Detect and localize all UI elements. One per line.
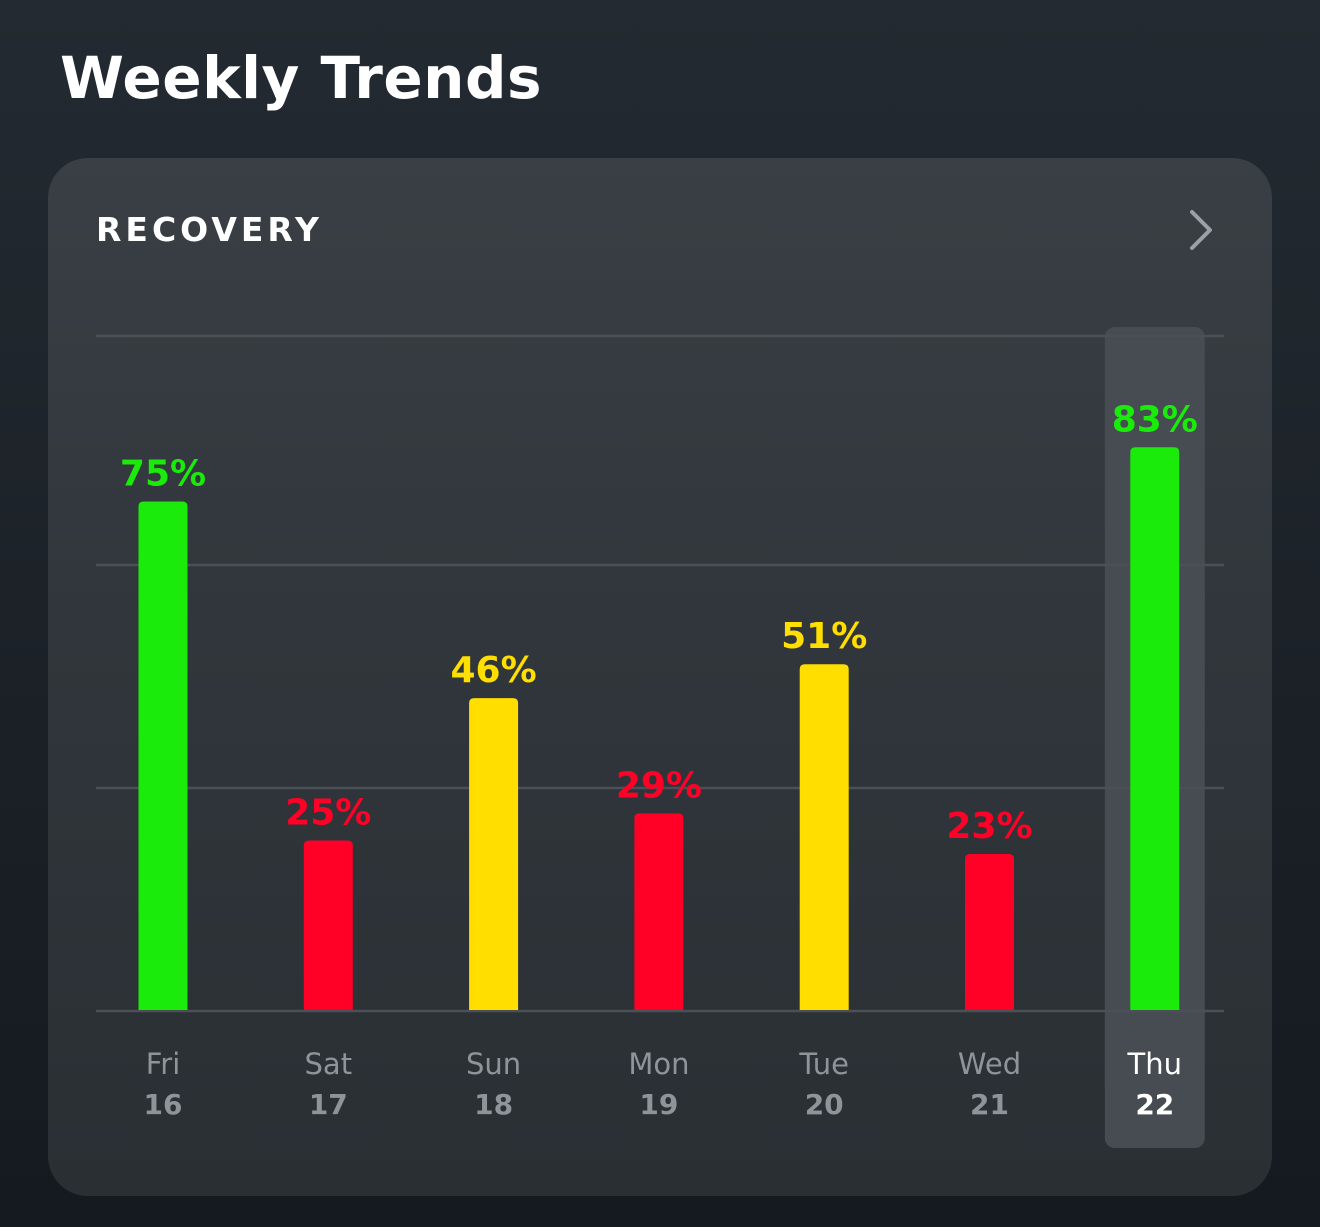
- bar-mon[interactable]: [634, 813, 684, 1010]
- day-label: Sun: [466, 1047, 521, 1081]
- bar-value-label: 46%: [451, 650, 537, 691]
- bar-fri[interactable]: [138, 501, 188, 1011]
- date-label: 18: [474, 1088, 513, 1121]
- bar-value-label: 83%: [1112, 399, 1198, 440]
- date-label: 22: [1135, 1088, 1174, 1121]
- day-label: Thu: [1127, 1047, 1182, 1081]
- bar-value-label: 25%: [285, 793, 371, 834]
- day-label: Sat: [305, 1047, 353, 1081]
- bar-value-label: 29%: [616, 765, 702, 806]
- day-label: Tue: [798, 1047, 849, 1081]
- bar-tue[interactable]: [799, 664, 849, 1010]
- date-label: 16: [144, 1088, 183, 1121]
- date-label: 21: [970, 1088, 1009, 1121]
- card-title: RECOVERY: [96, 210, 323, 249]
- bar-value-label: 75%: [120, 454, 206, 495]
- bar-value-label: 51%: [781, 616, 867, 657]
- day-label: Mon: [628, 1047, 689, 1081]
- bar-wed[interactable]: [965, 854, 1014, 1010]
- day-label: Wed: [958, 1047, 1021, 1081]
- recovery-card[interactable]: RECOVERY 75% Fri 16 25% Sat 17 46% Sun 18 29% Mon 1…: [48, 158, 1272, 1196]
- chevron-right-icon[interactable]: [1182, 208, 1222, 252]
- bar-sat[interactable]: [303, 840, 353, 1011]
- page-title: Weekly Trends: [60, 44, 542, 112]
- date-label: 17: [309, 1088, 348, 1121]
- day-label: Fri: [146, 1047, 181, 1081]
- bar-thu[interactable]: [1130, 447, 1180, 1010]
- date-label: 19: [639, 1088, 678, 1121]
- bar-sun[interactable]: [469, 698, 519, 1010]
- date-label: 20: [805, 1088, 844, 1121]
- bar-value-label: 23%: [946, 806, 1032, 847]
- recovery-bar-chart: 75% Fri 16 25% Sat 17 46% Sun 18 29% Mon 19 51% Tue 20…: [96, 327, 1224, 1148]
